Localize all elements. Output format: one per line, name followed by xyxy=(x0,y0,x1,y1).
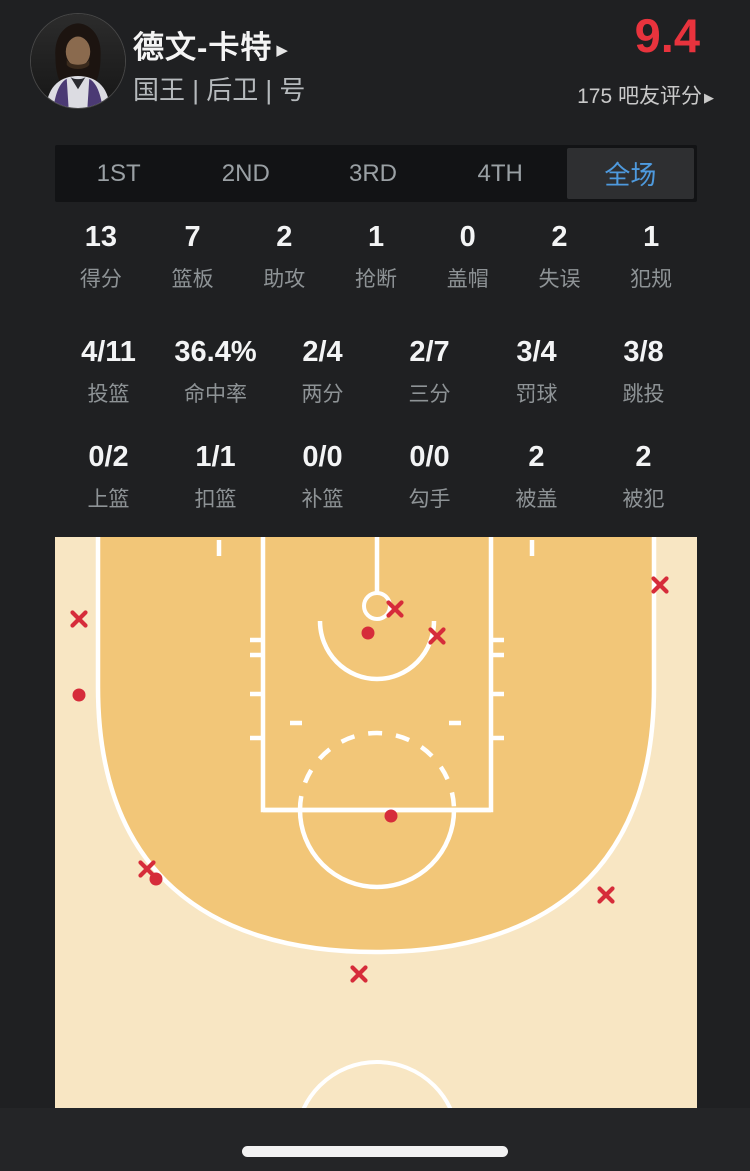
fan-rating-score: 9.4 xyxy=(634,9,700,62)
stat-label: 勾手 xyxy=(408,488,451,511)
stat-label: 投篮 xyxy=(87,383,130,406)
shot-miss-marker xyxy=(138,860,156,878)
fan-rating-caption[interactable]: 175 吧友评分 ▶ xyxy=(577,80,714,110)
stat-label: 失误 xyxy=(538,268,581,291)
tab-2ND[interactable]: 2ND xyxy=(221,159,270,187)
stat-两分: 2/4 两分 xyxy=(269,335,376,408)
player-avatar[interactable] xyxy=(30,13,126,109)
shot-chart-court xyxy=(55,537,697,1108)
stat-value: 2 xyxy=(276,221,293,253)
stat-value: 4/11 xyxy=(81,336,136,368)
stat-value: 36.4% xyxy=(174,336,257,368)
chevron-right-icon: ▶ xyxy=(704,90,714,105)
stat-label: 两分 xyxy=(301,383,344,406)
free-throw-circle-top-dashed xyxy=(297,730,457,811)
shot-made-marker xyxy=(149,872,163,886)
stat-label: 补篮 xyxy=(301,488,344,511)
stat-value: 1 xyxy=(367,221,385,253)
stat-盖帽: 0 盖帽 xyxy=(422,220,514,293)
player-photo xyxy=(31,14,125,108)
stat-value: 2 xyxy=(528,441,545,473)
stat-value: 3/4 xyxy=(516,336,557,368)
stat-label: 犯规 xyxy=(630,268,673,291)
stats-row-1: 13 得分 7 篮板 2 助攻 1 抢断 0 盖帽 2 失误 1 犯规 xyxy=(55,220,697,293)
three-point-line xyxy=(95,537,657,955)
stat-value: 13 xyxy=(84,221,117,253)
stat-罚球: 3/4 罚球 xyxy=(483,335,590,408)
shot-miss-marker xyxy=(651,576,669,594)
stat-上篮: 0/2 上篮 xyxy=(55,440,162,513)
chevron-right-icon: ▶ xyxy=(276,42,289,59)
fan-rating-caption-text: 175 吧友评分 xyxy=(577,85,702,108)
stat-被盖: 2 被盖 xyxy=(483,440,590,513)
player-name[interactable]: 德文-卡特 ▶ xyxy=(133,22,289,67)
stat-命中率: 36.4% 命中率 xyxy=(162,335,269,408)
stat-value: 1 xyxy=(643,221,660,253)
stat-value: 2 xyxy=(635,441,652,473)
restricted-area-arc xyxy=(317,620,437,682)
stat-label: 篮板 xyxy=(171,268,214,291)
shot-markers-layer xyxy=(70,576,669,983)
stat-value: 3/8 xyxy=(623,336,664,368)
bottom-system-bar xyxy=(0,1108,750,1171)
court-inner-area xyxy=(98,537,654,952)
shot-miss-marker xyxy=(350,965,368,983)
stat-value: 7 xyxy=(184,221,201,253)
stat-助攻: 2 助攻 xyxy=(238,220,330,293)
stat-value: 0/2 xyxy=(88,441,129,473)
player-team-position: 国王 | 后卫 | 号 xyxy=(133,75,306,105)
quarter-tab-bar: 1ST 2ND 3RD 4TH 全场 xyxy=(55,145,697,202)
tab-全场[interactable]: 全场 xyxy=(566,148,695,199)
shot-miss-marker xyxy=(70,610,88,628)
stat-跳投: 3/8 跳投 xyxy=(590,335,697,408)
stat-得分: 13 得分 xyxy=(55,220,147,293)
stat-value: 2/4 xyxy=(302,336,343,368)
shot-miss-marker xyxy=(428,627,446,645)
home-indicator xyxy=(242,1146,508,1157)
shot-made-marker xyxy=(361,626,375,640)
stat-label: 被盖 xyxy=(515,488,558,511)
stat-抢断: 1 抢断 xyxy=(330,220,422,293)
stat-勾手: 0/0 勾手 xyxy=(376,440,483,513)
stat-label: 扣篮 xyxy=(194,488,237,511)
stat-label: 跳投 xyxy=(622,383,665,406)
stat-label: 抢断 xyxy=(355,268,398,291)
stat-label: 盖帽 xyxy=(446,268,489,291)
stat-label: 被犯 xyxy=(622,488,665,511)
shot-miss-marker xyxy=(597,886,615,904)
stat-value: 0/0 xyxy=(302,441,343,473)
stat-label: 得分 xyxy=(79,268,122,291)
stat-value: 0/0 xyxy=(409,441,450,473)
tab-1ST[interactable]: 1ST xyxy=(96,159,141,187)
stat-label: 助攻 xyxy=(263,268,306,291)
stat-label: 命中率 xyxy=(184,383,247,406)
shot-miss-marker xyxy=(386,600,404,618)
stat-补篮: 0/0 补篮 xyxy=(269,440,376,513)
stat-value: 2/7 xyxy=(409,336,450,368)
half-court-circle xyxy=(301,1060,453,1108)
stat-失误: 2 失误 xyxy=(514,220,606,293)
player-name-text: 德文-卡特 xyxy=(133,30,273,65)
stat-三分: 2/7 三分 xyxy=(376,335,483,408)
stat-value: 1/1 xyxy=(195,441,236,473)
tab-4TH[interactable]: 4TH xyxy=(477,159,523,187)
free-throw-circle-bottom xyxy=(297,809,457,890)
stat-label: 上篮 xyxy=(87,488,130,511)
stat-value: 0 xyxy=(459,221,476,253)
stat-投篮: 4/11 投篮 xyxy=(55,335,162,408)
stat-扣篮: 1/1 扣篮 xyxy=(162,440,269,513)
stat-label: 三分 xyxy=(408,383,451,406)
stat-value: 2 xyxy=(551,221,568,253)
lane-hash-marks xyxy=(250,637,504,741)
stat-篮板: 7 篮板 xyxy=(147,220,239,293)
stat-label: 罚球 xyxy=(515,383,558,406)
shot-made-marker xyxy=(384,809,398,823)
stat-被犯: 2 被犯 xyxy=(590,440,697,513)
stats-row-2: 4/11 投篮 36.4% 命中率 2/4 两分 2/7 三分 3/4 罚球 3/8 跳投 xyxy=(55,335,697,408)
stat-犯规: 1 犯规 xyxy=(605,220,697,293)
stats-row-3: 0/2 上篮 1/1 扣篮 0/0 补篮 0/0 勾手 2 被盖 2 被犯 xyxy=(55,440,697,513)
shot-made-marker xyxy=(72,688,86,702)
tab-3RD[interactable]: 3RD xyxy=(349,159,398,187)
